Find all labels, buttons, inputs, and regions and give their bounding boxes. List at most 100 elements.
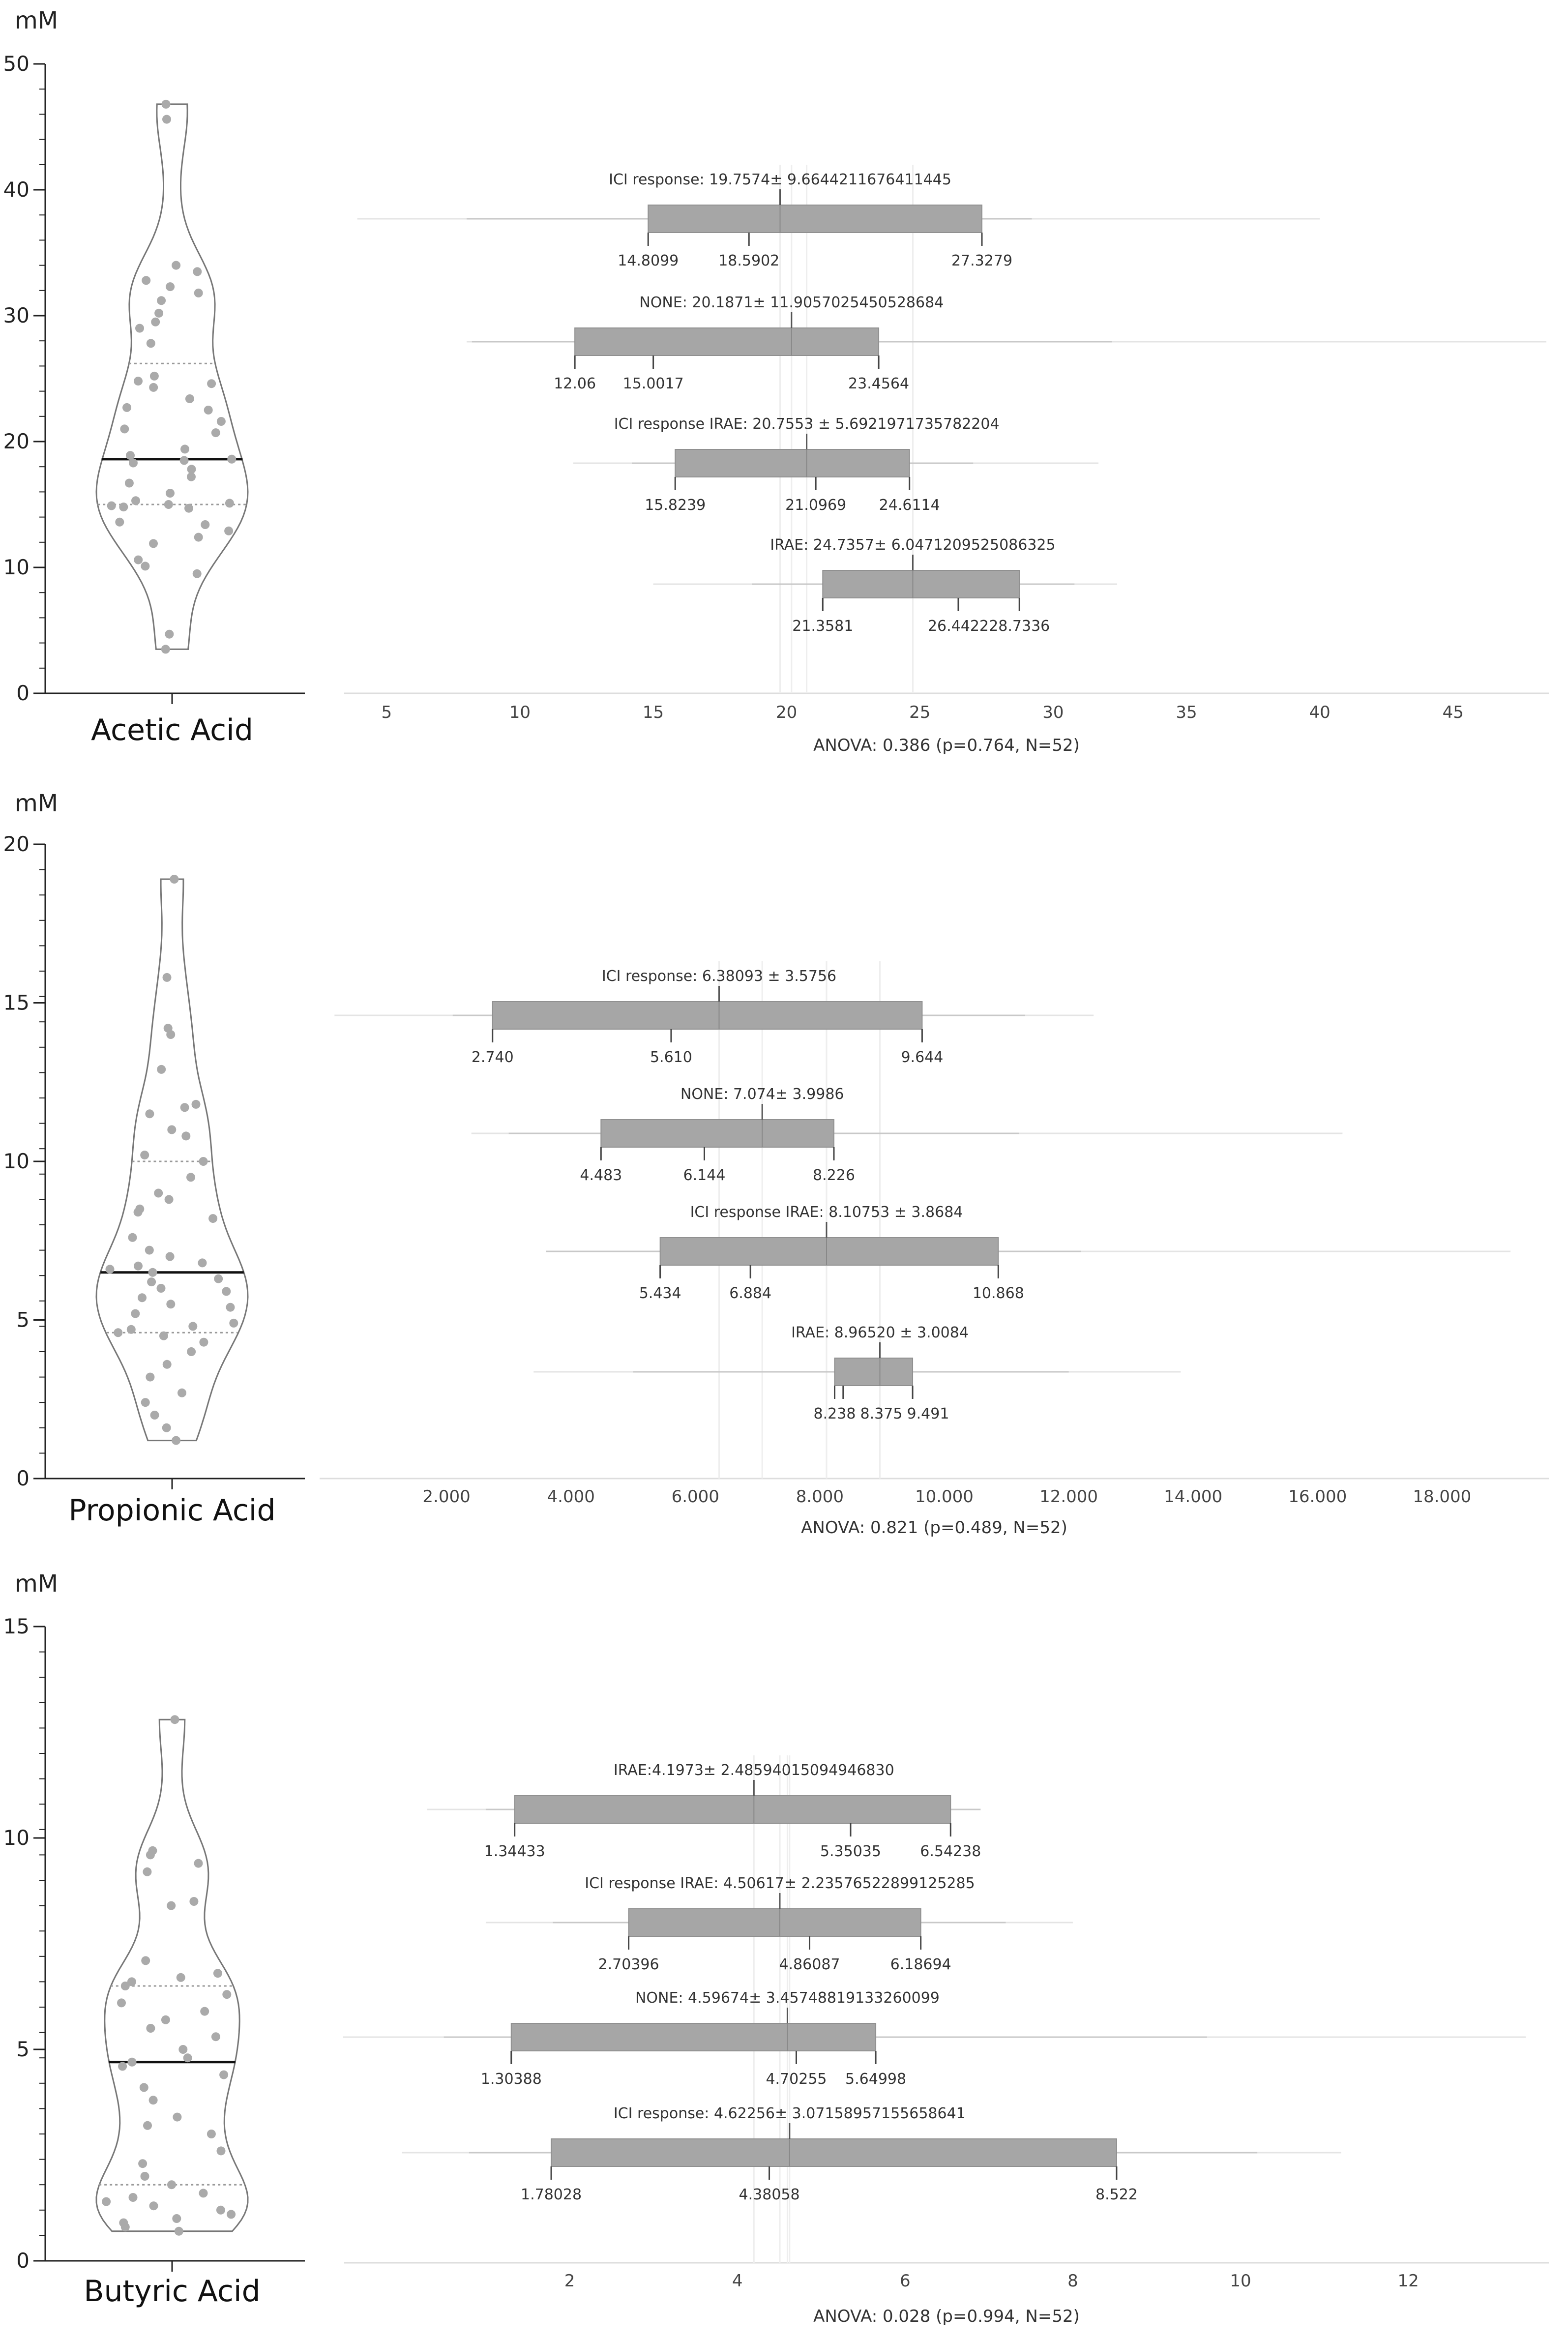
quartile-tick-label: 1.30388 [481,2071,542,2088]
group-summary-label: IRAE:4.1973± 2.48594015094946830 [614,1762,894,1779]
quartile-tick-label: 8.226 [813,1167,855,1184]
violin-data-point [143,1867,152,1876]
violin-data-point [167,1901,176,1910]
violin-data-point [141,1398,150,1407]
violin-data-point [179,456,189,465]
violin-panel-1: 0 10 20 30 40 50 mM Acetic Acid [3,7,305,747]
violin-data-point [150,1411,159,1420]
quartile-tick-label: 5.64998 [845,2071,906,2088]
violin-title: Propionic Acid [68,1493,275,1528]
quartile-tick-label: 5.610 [650,1049,692,1066]
violin-data-point [165,1252,175,1261]
quartile-tick-label: 28.7336 [989,618,1050,635]
iqr-box [600,1119,834,1148]
box-x-tick-label: 12 [1398,2271,1419,2291]
quartile-tick-label: 6.54238 [920,1843,981,1860]
y-tick-label: 10 [3,1826,30,1850]
box-x-tick-label: 5 [382,703,392,722]
violin-data-point [227,2210,236,2219]
violin-data-point [128,1233,137,1242]
violin-data-point [180,444,189,454]
quartile-tick-label: 4.86087 [779,1956,840,1973]
quartile-tick-label: 6.18694 [890,1956,951,1973]
iqr-box [492,1001,923,1030]
violin-data-point [188,1322,198,1331]
iqr-box [834,1358,914,1386]
quartile-tick-label: 4.483 [580,1167,622,1184]
box-group: IRAE: 8.96520 ± 3.0084 8.238 8.375 9.491 [533,1324,1181,1422]
iqr-box [514,1795,951,1824]
group-summary-label: ICI response IRAE: 4.50617± 2.2357652289… [585,1875,975,1892]
violin-data-point [149,383,158,392]
iqr-box [648,205,983,233]
violin-data-point [181,1131,191,1141]
violin-data-point [180,1103,189,1112]
box-group: ICI response IRAE: 8.10753 ± 3.8684 5.434… [546,1204,1511,1302]
violin-data-point [183,2053,192,2063]
box-group: IRAE:4.1973± 2.48594015094946830 1.34433 5… [427,1762,981,1860]
quartile-tick-label: 9.491 [907,1405,949,1422]
violin-data-point [126,451,135,460]
violin-data-point [225,499,234,508]
violin-data-point [135,324,144,333]
violin-data-point [145,1109,154,1119]
violin-data-point [194,1859,203,1868]
violin-data-point [211,2032,220,2042]
violin-data-point [151,317,160,326]
box-x-tick-label: 20 [776,703,797,722]
iqr-box [659,1237,999,1266]
violin-outline [95,878,249,1442]
violin-data-point [216,417,226,426]
violin-data-point [146,1372,155,1382]
violin-data-point [172,261,181,270]
box-x-tick-label: 45 [1443,703,1464,722]
box-group: ICI response IRAE: 20.7553 ± 5.692197173… [573,415,1099,514]
group-summary-label: ICI response: 19.7574± 9.664421167641144… [609,171,951,188]
iqr-box [551,2138,1117,2167]
violin-data-point [105,1265,115,1274]
quartile-tick-label: 23.4564 [848,375,909,392]
violin-data-point [187,1347,196,1356]
box-group: NONE: 20.1871± 11.9057025450528684 12.06 1… [467,294,1546,392]
quartile-tick-label: 14.8099 [618,252,679,269]
box-group: ICI response: 19.7574± 9.664421167641144… [357,171,1320,269]
violin-data-point [222,1287,231,1296]
iqr-box [510,2023,877,2051]
violin-data-point [201,520,210,529]
group-summary-label: IRAE: 8.96520 ± 3.0084 [791,1324,969,1341]
violin-data-point [134,1261,143,1271]
quartile-tick-label: 6.144 [683,1167,726,1184]
violin-data-point [187,472,196,481]
box-group: NONE: 7.074± 3.9986 4.483 6.144 8.226 [471,1086,1343,1184]
quartile-tick-label: 18.5902 [718,252,779,269]
violin-data-point [148,2096,158,2105]
violin-data-point [164,1195,174,1204]
violin-data-point [143,2121,152,2130]
violin-data-point [170,1715,179,1724]
box-x-tick-label: 2 [564,2271,575,2291]
group-summary-label: NONE: 4.59674± 3.45748819133260099 [635,1989,940,2007]
quartile-tick-label: 26.4422 [928,618,989,635]
violin-data-point [127,2057,137,2067]
violin-data-point [170,875,179,884]
quartile-tick-label: 8.238 [814,1405,856,1422]
violin-data-point [134,377,143,386]
violin-data-point [172,2214,181,2223]
violin-title: Acetic Acid [91,713,253,747]
violin-data-point [139,2083,148,2092]
y-tick-label: 20 [3,429,30,453]
iqr-box [675,449,910,477]
box-summary-panel-1: 5 10 15 20 25 30 35 40 45 ICI response: 19.7574± … [344,165,1549,755]
violin-data-point [166,1300,176,1309]
box-group: NONE: 4.59674± 3.45748819133260099 1.3038… [343,1989,1526,2088]
violin-data-point [185,394,194,403]
violin-data-point [157,296,166,305]
violin-data-point [213,1969,222,1978]
violin-panel-2: 0 5 10 15 20 mM Propionic Acid [3,790,305,1528]
violin-data-point [173,2112,182,2122]
box-x-tick-label: 18.000 [1413,1487,1471,1507]
quartile-tick-label: 24.6114 [879,497,940,514]
violin-data-point [141,562,150,571]
